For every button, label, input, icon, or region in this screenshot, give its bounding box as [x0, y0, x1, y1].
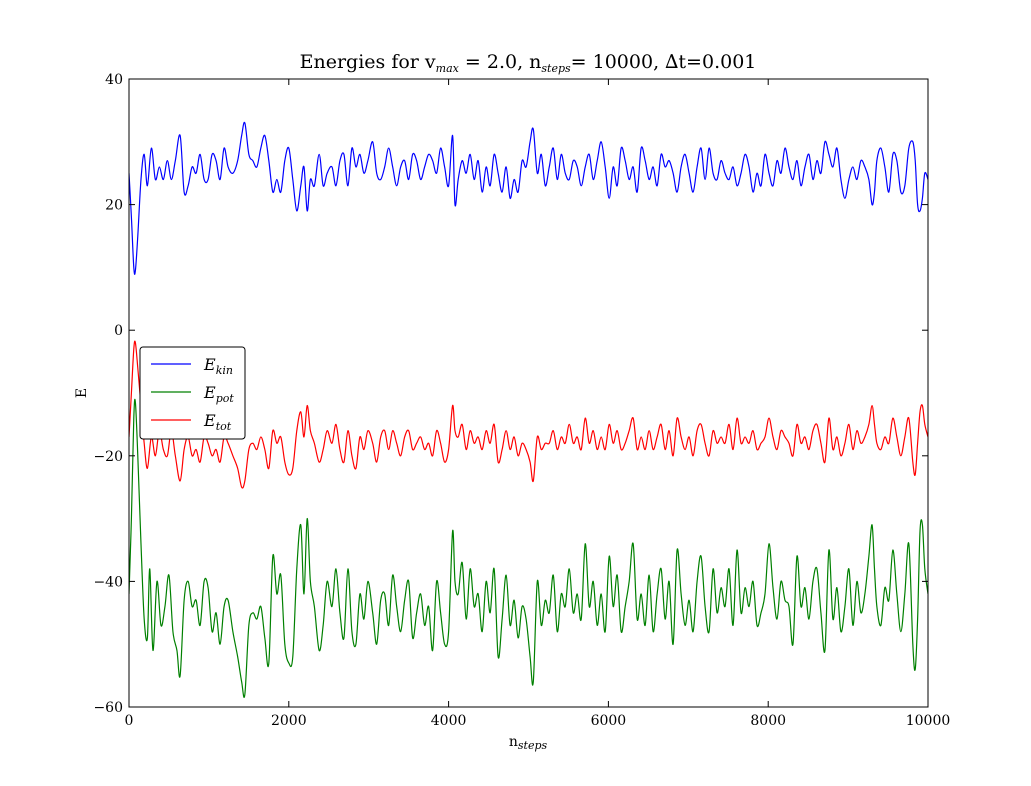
- x-tick-label: 2000: [271, 713, 307, 729]
- plot-frame: [128, 78, 929, 708]
- y-tick-label: −60: [93, 700, 123, 716]
- legend-label-pot: Epot: [203, 383, 234, 405]
- x-tick-label: 4000: [431, 713, 467, 729]
- title-subscript: steps: [541, 62, 571, 75]
- series-line-pot: [129, 398, 928, 698]
- y-axis: −60 −40 −20 0 20 40: [93, 72, 928, 716]
- title-subscript: max: [436, 62, 460, 75]
- y-tick-label: 40: [105, 72, 123, 88]
- legend-label-kin: Ekin: [203, 355, 233, 377]
- x-tick-label: 6000: [591, 713, 627, 729]
- legend: Ekin Epot Etot: [139, 346, 246, 440]
- y-axis-label: E: [74, 388, 90, 398]
- title-part: = 10000, ∆t=0.001: [571, 51, 757, 73]
- x-axis-label-subscript: steps: [518, 739, 548, 752]
- x-axis: 0 2000 4000 6000 8000 10000: [125, 79, 951, 729]
- title-part: Energies for v: [300, 51, 436, 73]
- legend-box: [139, 346, 246, 440]
- y-tick-label: −40: [93, 574, 123, 590]
- series-line-kin: [129, 121, 928, 275]
- title-part: = 2.0, n: [459, 51, 542, 73]
- x-tick-label: 8000: [750, 713, 786, 729]
- y-tick-label: 20: [105, 198, 123, 214]
- legend-label-tot: Etot: [203, 411, 232, 433]
- x-axis-label-main: n: [509, 734, 518, 750]
- y-tick-label: −20: [93, 449, 123, 465]
- x-axis-label: nsteps: [509, 734, 548, 752]
- y-tick-label: 0: [114, 323, 123, 339]
- x-tick-label: 0: [125, 713, 134, 729]
- x-tick-label: 10000: [906, 713, 951, 729]
- chart-title: Energies for vmax = 2.0, nsteps= 10000, …: [300, 51, 757, 75]
- series-layer: [129, 121, 928, 698]
- series-line-tot: [129, 340, 928, 489]
